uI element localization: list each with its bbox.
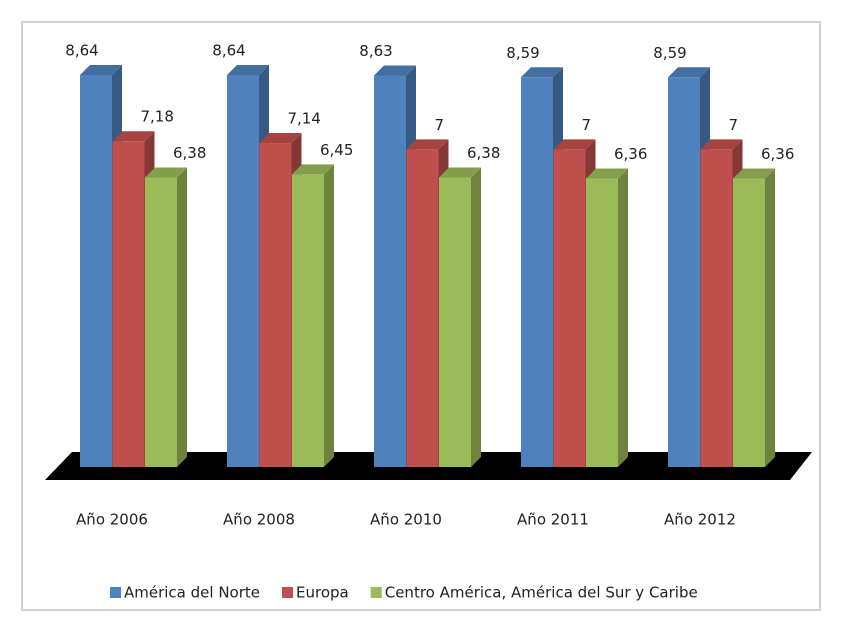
legend-swatch	[282, 587, 294, 598]
bar	[259, 143, 292, 468]
bar-top	[406, 139, 449, 150]
data-label: 8,64	[65, 42, 98, 60]
legend-swatch	[110, 587, 121, 598]
bar	[374, 75, 406, 467]
data-label: 8,63	[359, 42, 392, 60]
data-label: 7,14	[288, 110, 321, 128]
bar-top	[586, 168, 628, 179]
bar	[553, 149, 586, 467]
data-label: 7	[729, 116, 739, 134]
bar-top	[439, 167, 481, 178]
bar	[292, 174, 324, 467]
legend-label: América del Norte	[124, 584, 260, 602]
bar	[586, 178, 618, 467]
bar	[668, 77, 700, 467]
bar	[700, 149, 733, 467]
data-label: 7	[435, 116, 445, 134]
bar-top	[733, 168, 775, 179]
bar	[112, 141, 145, 468]
bar-top	[668, 67, 710, 78]
x-tick-label: Año 2006	[76, 511, 148, 529]
bar-side	[618, 168, 628, 467]
bar-top	[145, 167, 187, 178]
data-label: 6,36	[614, 145, 647, 163]
legend-swatch	[370, 587, 382, 598]
data-label: 6,45	[320, 141, 353, 159]
x-tick-label: Año 2011	[517, 511, 589, 529]
bar	[145, 177, 177, 467]
data-label: 7	[582, 116, 592, 134]
x-tick-label: Año 2010	[370, 511, 442, 529]
bar-top	[292, 164, 334, 175]
bar-top	[700, 139, 743, 150]
legend-label: Centro América, América del Sur y Caribe	[385, 584, 698, 602]
data-label: 6,38	[467, 144, 500, 162]
x-tick-label: Año 2012	[664, 511, 736, 529]
bar-top	[521, 67, 563, 78]
bar	[406, 149, 439, 467]
bar-top	[112, 131, 155, 142]
data-label: 8,59	[506, 44, 539, 62]
bar-side	[177, 167, 187, 467]
data-label: 8,64	[212, 42, 245, 60]
bar	[439, 177, 471, 467]
bar-top	[553, 139, 596, 150]
data-label: 6,36	[761, 145, 794, 163]
bar	[733, 178, 765, 467]
bar-side	[765, 168, 775, 467]
bar	[227, 75, 259, 467]
data-label: 6,38	[173, 144, 206, 162]
bar-side	[471, 167, 481, 467]
data-label: 7,18	[141, 108, 174, 126]
bar	[521, 77, 553, 467]
bar-top	[259, 133, 302, 144]
bar	[80, 75, 112, 467]
bar-top	[80, 65, 122, 75]
bar-side	[324, 164, 334, 467]
legend-label: Europa	[296, 584, 349, 602]
bar-top	[374, 65, 416, 76]
data-label: 8,59	[653, 44, 686, 62]
bar-top	[227, 65, 269, 75]
x-tick-label: Año 2008	[223, 511, 295, 529]
